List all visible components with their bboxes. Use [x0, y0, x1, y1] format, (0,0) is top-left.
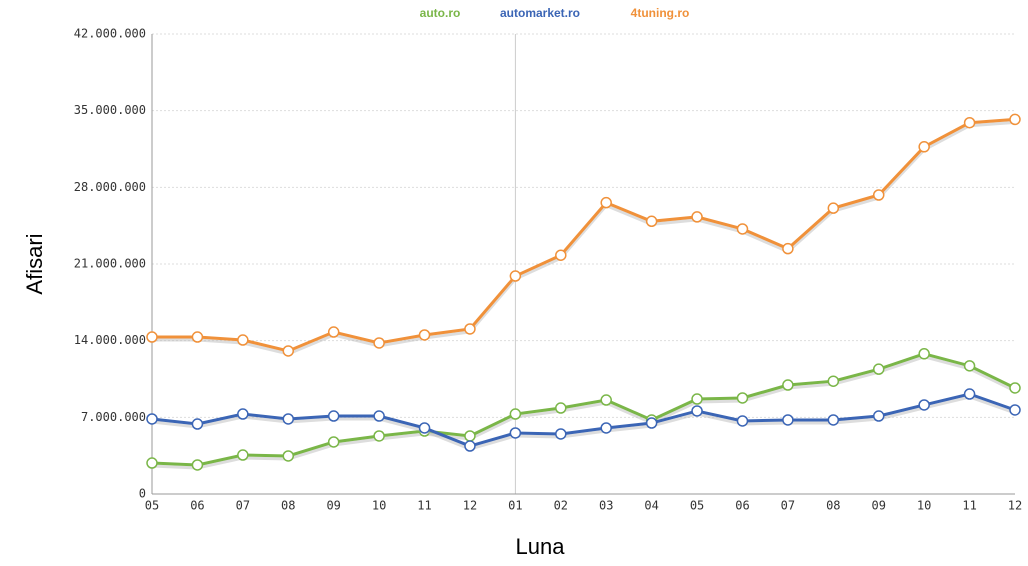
data-point: [373, 337, 385, 349]
data-point: [918, 141, 930, 153]
x-tick-label: 06: [190, 499, 204, 513]
data-point: [736, 223, 749, 235]
data-point: [872, 410, 885, 422]
x-tick-label: 03: [599, 499, 613, 513]
legend-label: 4tuning.ro: [631, 6, 690, 20]
x-tick-label: 08: [826, 499, 840, 513]
data-point: [418, 422, 431, 434]
data-point: [191, 331, 204, 343]
data-point: [418, 329, 431, 341]
data-point: [509, 270, 522, 282]
x-axis-title: Luna: [516, 534, 566, 559]
data-point: [464, 430, 476, 442]
x-tick-label: 07: [781, 499, 795, 513]
data-point: [373, 430, 385, 442]
legend-label: automarket.ro: [500, 6, 580, 20]
data-point: [872, 363, 885, 375]
y-tick-label: 28.000.000: [74, 180, 146, 194]
series-line: [152, 117, 1016, 353]
series-line-shadow: [152, 120, 1016, 356]
y-tick-label: 42.000.000: [74, 27, 146, 41]
y-tick-label: 14.000.000: [74, 333, 146, 347]
x-tick-label: 12: [1008, 499, 1022, 513]
data-point: [918, 399, 930, 411]
x-tick-label: 09: [326, 499, 340, 513]
series-line-shadow: [151, 355, 1016, 470]
legend-label: auto.ro: [420, 6, 461, 20]
data-point: [464, 440, 476, 452]
data-point: [373, 410, 385, 422]
data-point: [191, 418, 204, 430]
data-point: [464, 323, 476, 335]
data-point: [327, 436, 340, 448]
data-point: [600, 196, 612, 209]
data-point: [691, 211, 703, 223]
data-point: [736, 415, 749, 427]
data-point: [827, 414, 840, 426]
y-axis-title: Afisari: [22, 233, 47, 294]
data-point: [509, 408, 522, 420]
data-point: [555, 249, 567, 261]
x-tick-label: 06: [735, 499, 749, 513]
x-tick-label: 05: [145, 499, 159, 513]
data-point: [237, 449, 249, 461]
x-tick-label: 07: [236, 499, 250, 513]
data-point: [191, 459, 204, 471]
data-point: [645, 417, 658, 429]
data-point: [691, 405, 703, 417]
data-point: [782, 414, 794, 426]
x-tick-label: 05: [690, 499, 704, 513]
data-point: [645, 215, 658, 228]
data-point: [827, 202, 840, 214]
series-line: [151, 352, 1016, 467]
x-tick-label: 09: [872, 499, 886, 513]
data-point: [918, 348, 930, 360]
data-point: [600, 394, 612, 406]
x-tick-label: 10: [372, 499, 386, 513]
data-point: [872, 189, 885, 201]
x-tick-label: 11: [962, 499, 976, 513]
x-tick-label: 02: [554, 499, 568, 513]
data-point: [282, 413, 295, 425]
x-tick-label: 08: [281, 499, 295, 513]
data-point: [1009, 113, 1021, 126]
data-point: [963, 116, 976, 129]
data-point: [327, 410, 340, 422]
data-point: [509, 427, 522, 439]
data-point: [782, 379, 794, 391]
x-tick-label: 01: [508, 499, 522, 513]
data-point: [963, 360, 976, 372]
data-point: [827, 375, 840, 387]
x-tick-label: 12: [463, 499, 477, 513]
data-point: [963, 388, 976, 400]
data-point: [146, 457, 158, 469]
data-point: [555, 402, 567, 414]
data-point: [282, 450, 295, 462]
x-tick-label: 04: [644, 499, 658, 513]
data-point: [736, 392, 749, 404]
y-tick-label: 0: [139, 487, 146, 501]
y-tick-label: 21.000.000: [74, 257, 146, 271]
y-tick-label: 7.000.000: [81, 410, 146, 424]
data-point: [146, 331, 158, 343]
data-point: [691, 393, 703, 405]
data-point: [555, 428, 567, 440]
y-tick-label: 35.000.000: [74, 103, 146, 117]
series-line-shadow: [151, 395, 1016, 451]
data-point: [1009, 382, 1021, 394]
x-tick-label: 11: [417, 499, 431, 513]
data-point: [600, 422, 612, 434]
data-point: [327, 326, 340, 338]
data-point: [282, 345, 295, 357]
series-line: [151, 392, 1016, 448]
data-point: [1009, 404, 1021, 416]
x-tick-label: 10: [917, 499, 931, 513]
data-point: [237, 334, 249, 346]
data-point: [782, 242, 794, 255]
data-point: [146, 413, 158, 425]
data-point: [237, 408, 249, 420]
